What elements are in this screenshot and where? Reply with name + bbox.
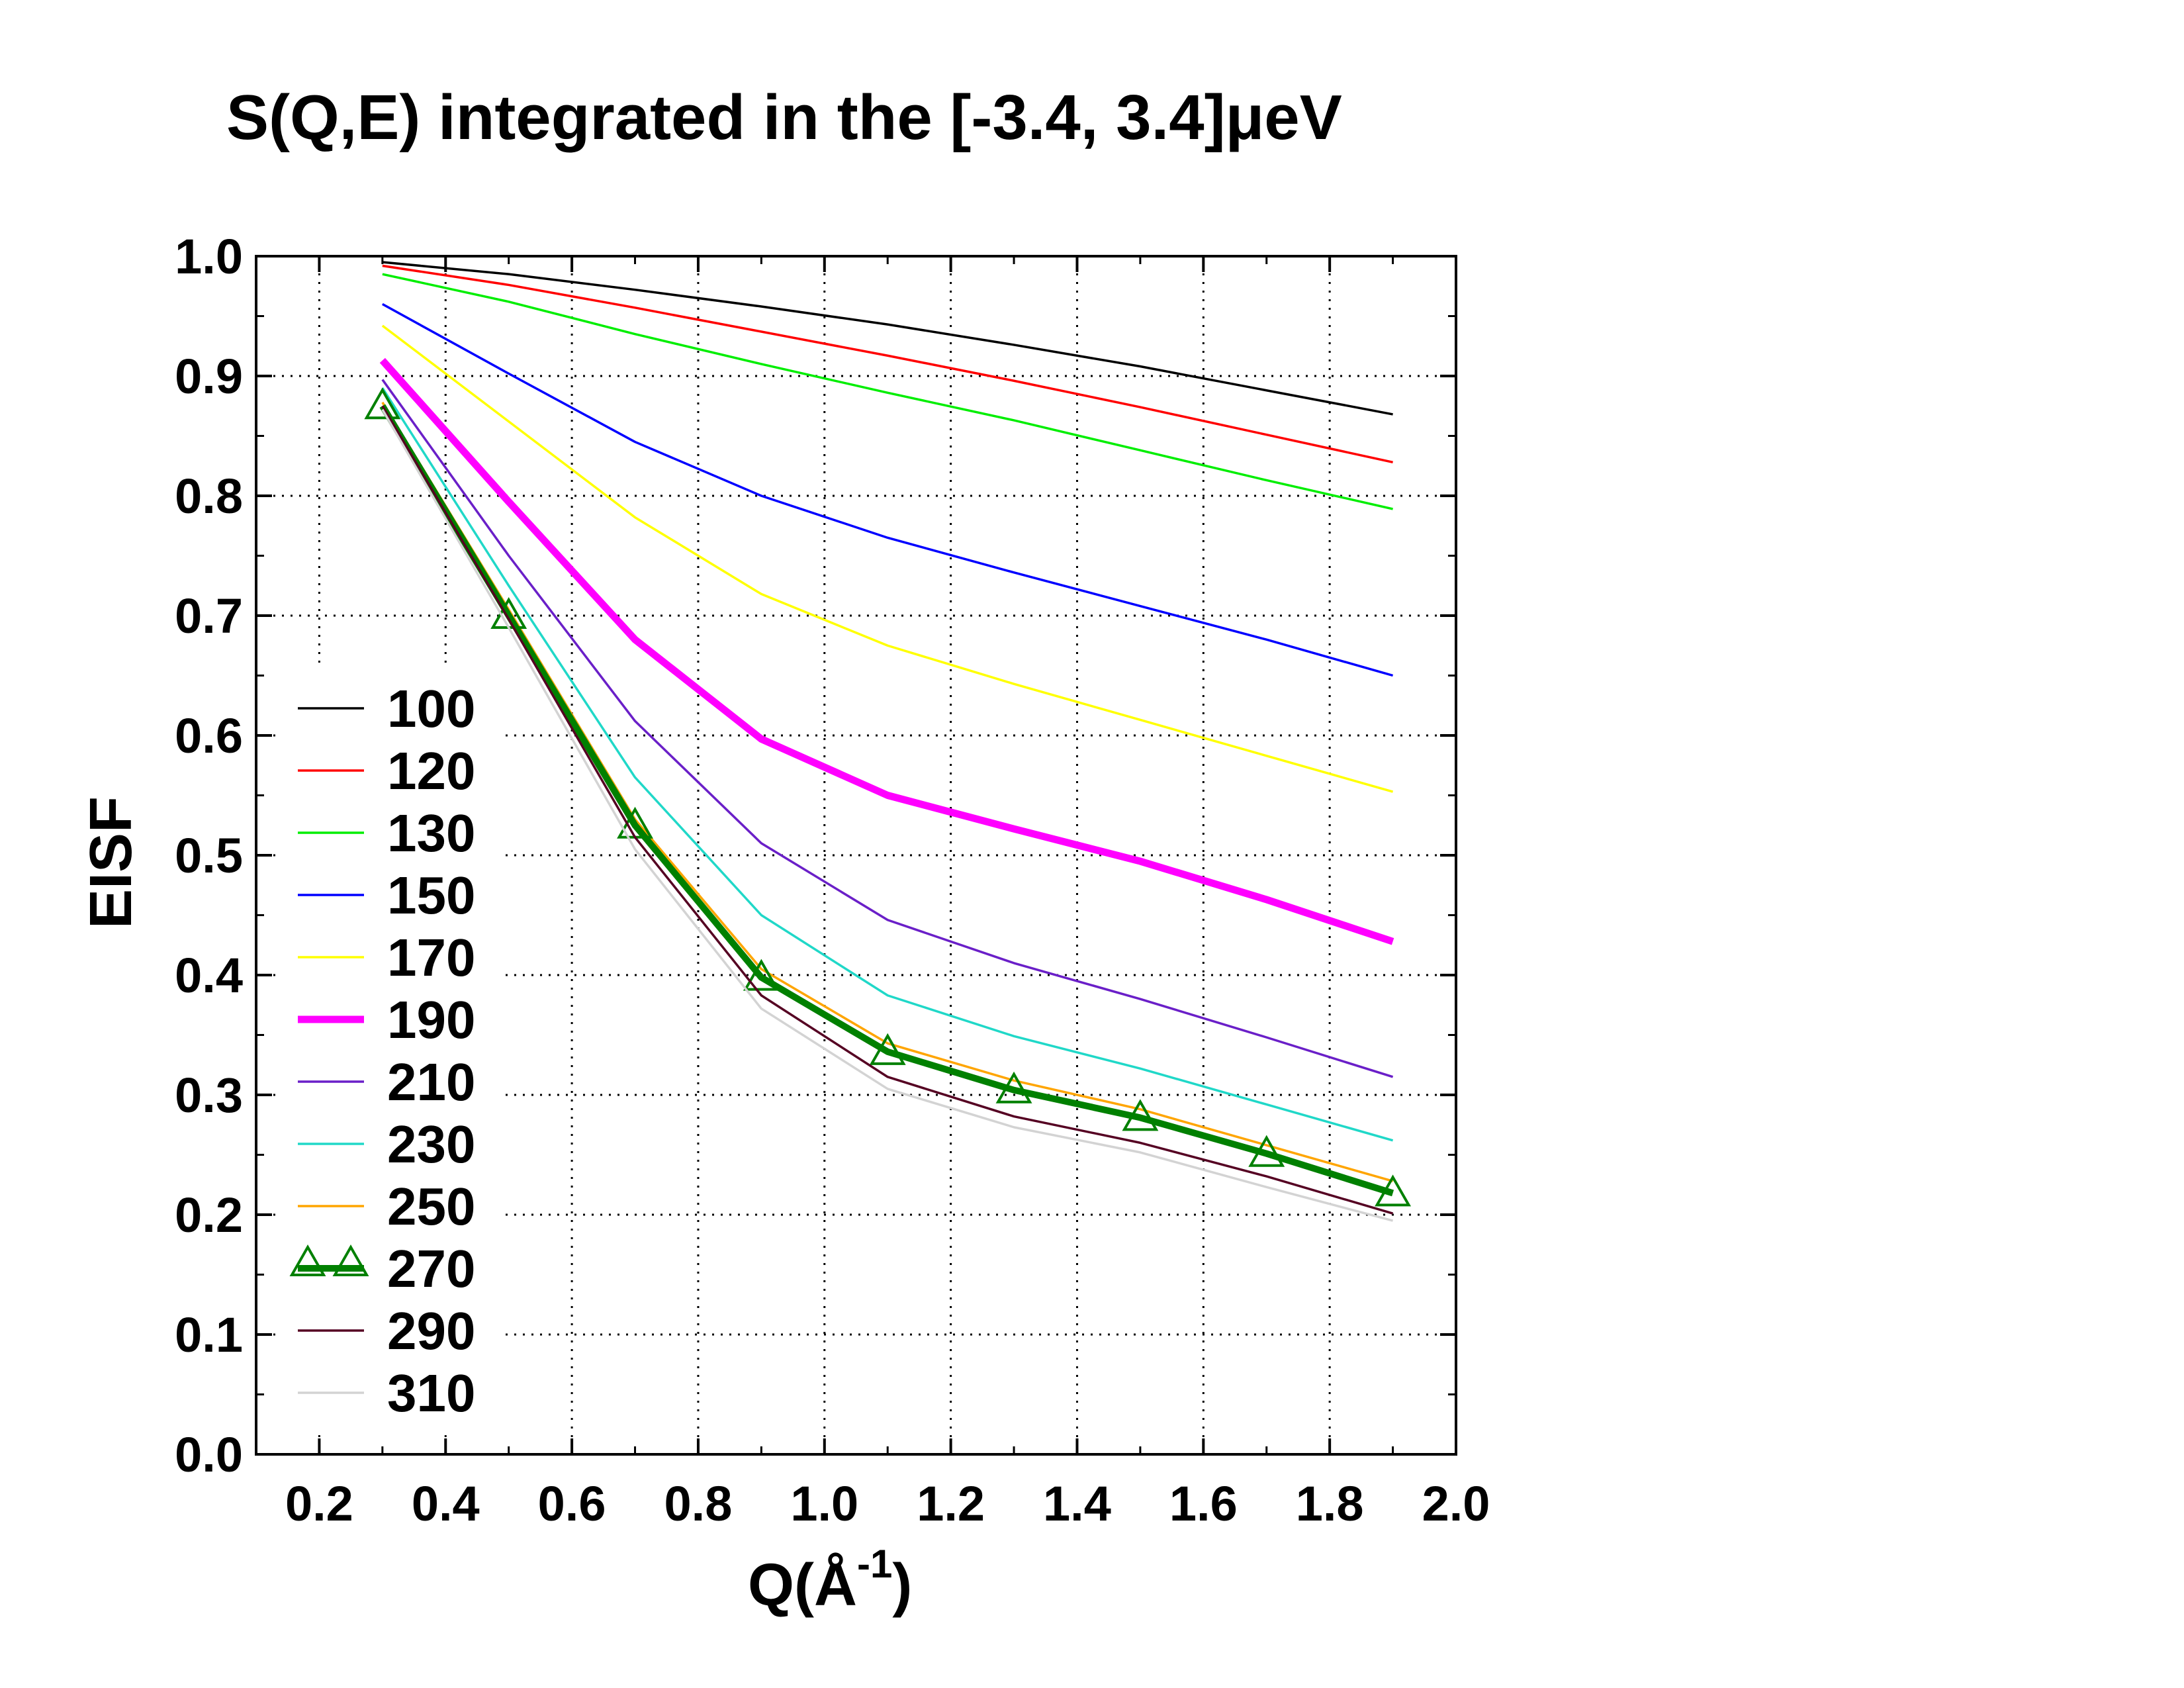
legend-background	[278, 669, 503, 1430]
triangle-marker	[1375, 1174, 1412, 1207]
x-tick-label: 0.2	[285, 1476, 353, 1531]
series-line-100	[382, 261, 1393, 416]
chart-title: S(Q,E) integrated in the [-3.4, 3.4]μeV	[226, 82, 1342, 153]
y-axis-label: EISF	[78, 796, 144, 929]
legend-label-150: 150	[387, 866, 475, 925]
x-tick-label: 1.4	[1043, 1476, 1111, 1531]
series-line-270	[379, 404, 1394, 1197]
x-tick-label: 0.6	[538, 1476, 606, 1531]
series-line-190	[379, 357, 1394, 945]
tick-labels: 0.2 0.4 0.6 0.8 1.0 1.2 1.4 1.6 1.8 2.0 0.0 0.1 0.2 0…	[175, 229, 1490, 1531]
y-tick-label: 0.2	[175, 1188, 243, 1243]
x-axis-label-main: Q(Å	[748, 1552, 857, 1618]
triangle-marker	[743, 959, 780, 991]
y-tick-label: 0.8	[175, 469, 243, 524]
series-line-290	[381, 405, 1394, 1215]
legend-label-100: 100	[387, 679, 475, 738]
x-tick-label: 1.2	[917, 1476, 985, 1531]
triangle-marker	[332, 1244, 369, 1276]
x-tick-label: 0.8	[664, 1476, 733, 1531]
y-tick-label: 0.3	[175, 1068, 243, 1123]
legend-label-250: 250	[387, 1177, 475, 1236]
triangle-marker	[289, 1244, 326, 1276]
x-axis-label: Q(Å-1)	[748, 1542, 912, 1618]
x-tick-label: 2.0	[1422, 1476, 1490, 1531]
x-tick-label: 1.6	[1169, 1476, 1238, 1531]
legend-label-210: 210	[387, 1053, 475, 1111]
triangle-marker	[869, 1033, 906, 1065]
plot-frame	[255, 255, 1457, 1456]
x-tick-label: 0.4	[412, 1476, 480, 1531]
legend-label-170: 170	[387, 928, 475, 987]
legend-label-230: 230	[387, 1115, 475, 1174]
y-tick-label: 0.7	[175, 588, 243, 643]
series-line-310	[381, 408, 1394, 1222]
series-line-230	[381, 387, 1394, 1142]
x-tick-label: 1.0	[790, 1476, 858, 1531]
series-line-170	[381, 324, 1394, 793]
triangle-marker	[364, 387, 401, 420]
y-tick-label: 0.6	[175, 708, 243, 763]
legend-label-290: 290	[387, 1301, 475, 1360]
legend-label-120: 120	[387, 741, 475, 800]
plot-border	[255, 255, 1457, 1456]
y-tick-label: 0.1	[175, 1307, 243, 1362]
x-tick-label: 1.8	[1296, 1476, 1364, 1531]
series-lines	[364, 261, 1412, 1222]
series-line-120	[382, 264, 1393, 464]
y-tick-label: 0.9	[175, 349, 243, 404]
legend-label-270: 270	[387, 1239, 475, 1298]
x-axis-label-superscript: -1	[857, 1542, 892, 1586]
legend-label-310: 310	[387, 1364, 475, 1423]
triangle-marker	[1248, 1135, 1285, 1167]
x-axis-label-suffix: )	[892, 1552, 912, 1618]
y-tick-label: 0.0	[175, 1427, 243, 1482]
y-tick-label: 1.0	[175, 229, 243, 284]
series-line-130	[382, 273, 1393, 510]
legend-label-130: 130	[387, 804, 475, 863]
series-line-150	[381, 303, 1394, 677]
y-tick-label: 0.4	[175, 948, 243, 1003]
legend-label-190: 190	[387, 990, 475, 1049]
series-line-210	[381, 379, 1394, 1078]
y-tick-label: 0.5	[175, 828, 243, 883]
triangle-marker	[995, 1071, 1032, 1103]
triangle-marker	[1122, 1099, 1159, 1131]
